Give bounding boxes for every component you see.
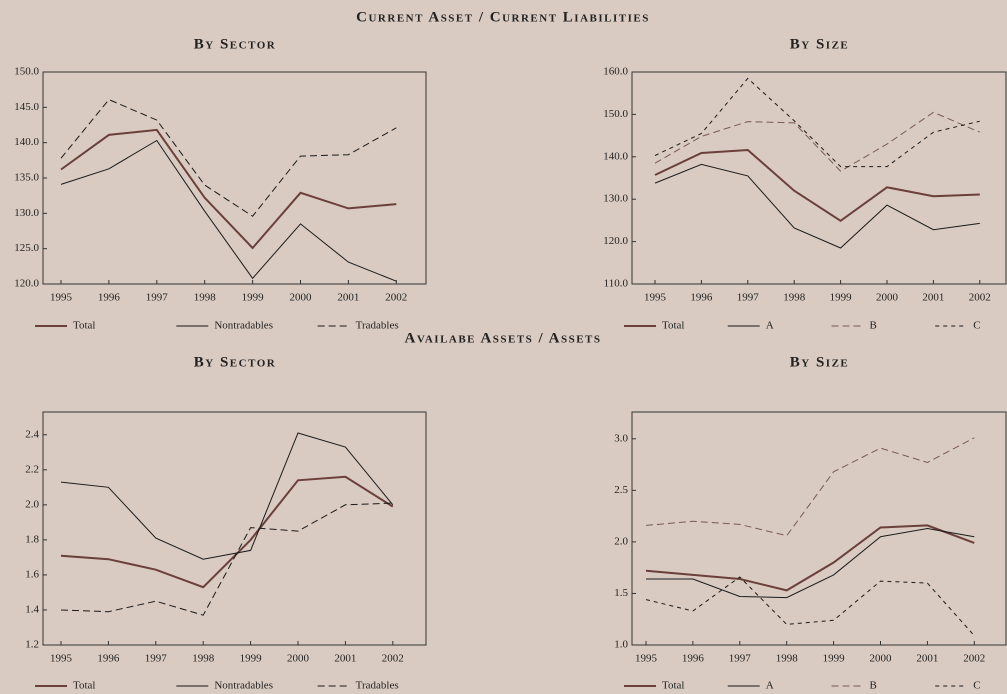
y-tick-label: 2.4 <box>25 428 39 440</box>
y-tick-label: 2.5 <box>614 484 628 496</box>
legend-label: Total <box>73 320 95 332</box>
y-tick-label: 2.2 <box>25 463 39 475</box>
plot-frame <box>631 71 1007 285</box>
x-tick-label: 2001 <box>334 653 356 665</box>
x-tick-label: 1998 <box>194 292 217 304</box>
data-line <box>654 163 980 249</box>
x-tick-label: 1996 <box>98 292 121 304</box>
data-line <box>645 576 975 637</box>
x-tick-label: 1995 <box>50 292 73 304</box>
y-tick-label: 1.4 <box>25 603 39 615</box>
x-tick-label: 1995 <box>635 653 658 665</box>
legend-label: B <box>870 320 877 332</box>
data-line <box>645 524 975 592</box>
y-tick-label: 3.0 <box>614 432 628 444</box>
legend-label: Total <box>662 320 684 332</box>
section-title: Availabe Assets / Assets <box>404 330 601 346</box>
chart-subtitle: By Size <box>790 36 850 52</box>
legend-label: Nontradables <box>214 680 273 692</box>
legend-label: A <box>766 680 774 692</box>
data-line <box>60 432 394 560</box>
data-line <box>60 475 394 589</box>
x-tick-label: 2001 <box>922 292 944 304</box>
x-tick-label: 1997 <box>729 653 752 665</box>
x-tick-label: 1997 <box>146 292 169 304</box>
x-tick-label: 1997 <box>145 653 168 665</box>
y-tick-label: 140.0 <box>14 136 39 148</box>
x-tick-label: 1996 <box>690 292 713 304</box>
x-tick-label: 2000 <box>876 292 899 304</box>
legend-label: B <box>870 680 877 692</box>
x-tick-label: 2000 <box>287 653 310 665</box>
y-tick-label: 1.8 <box>25 533 39 545</box>
legend-label: A <box>766 320 774 332</box>
x-tick-label: 2000 <box>870 653 893 665</box>
y-tick-label: 1.2 <box>25 639 39 651</box>
data-line <box>60 139 397 282</box>
x-tick-label: 2002 <box>969 292 991 304</box>
legend-label: Total <box>662 680 684 692</box>
data-line <box>645 437 975 537</box>
x-tick-label: 1996 <box>682 653 705 665</box>
plot-frame <box>42 411 427 646</box>
x-tick-label: 1995 <box>644 292 667 304</box>
y-tick-label: 2.0 <box>25 498 39 510</box>
x-tick-label: 1999 <box>823 653 846 665</box>
chart-subtitle: By Sector <box>194 354 276 370</box>
x-tick-label: 2002 <box>385 292 407 304</box>
x-tick-label: 1999 <box>242 292 265 304</box>
legend-label: Tradables <box>356 680 399 692</box>
y-tick-label: 120.0 <box>14 278 39 290</box>
data-line <box>654 148 980 223</box>
data-line <box>60 128 397 250</box>
y-tick-label: 2.0 <box>614 535 628 547</box>
y-tick-label: 125.0 <box>14 242 39 254</box>
y-tick-label: 130.0 <box>14 207 39 219</box>
legend-label: Nontradables <box>214 320 273 332</box>
x-tick-label: 1998 <box>783 292 806 304</box>
x-tick-label: 1999 <box>240 653 263 665</box>
section-title: Current Asset / Current Liabilities <box>356 9 650 25</box>
legend-label: C <box>973 680 980 692</box>
y-tick-label: 130.0 <box>603 193 628 205</box>
y-tick-label: 1.6 <box>25 568 39 580</box>
legend-label: Total <box>73 680 95 692</box>
chart-subtitle: By Size <box>790 354 850 370</box>
data-line <box>654 77 980 168</box>
x-tick-label: 1999 <box>830 292 853 304</box>
y-tick-label: 120.0 <box>603 235 628 247</box>
x-tick-label: 2001 <box>916 653 938 665</box>
y-tick-label: 135.0 <box>14 172 39 184</box>
x-tick-label: 2002 <box>963 653 985 665</box>
y-tick-label: 140.0 <box>603 150 628 162</box>
y-tick-label: 150.0 <box>603 108 628 120</box>
y-tick-label: 145.0 <box>14 101 39 113</box>
x-tick-label: 1995 <box>50 653 73 665</box>
x-tick-label: 1996 <box>97 653 120 665</box>
x-tick-label: 2000 <box>290 292 313 304</box>
data-line <box>654 111 980 172</box>
data-line <box>60 98 397 217</box>
plot-frame <box>631 411 1007 646</box>
x-tick-label: 2002 <box>382 653 404 665</box>
data-line <box>646 527 975 599</box>
x-tick-label: 1998 <box>192 653 215 665</box>
x-tick-label: 1997 <box>737 292 760 304</box>
x-tick-label: 1998 <box>776 653 799 665</box>
x-tick-label: 2001 <box>337 292 359 304</box>
legend-label: C <box>973 320 980 332</box>
chart-subtitle: By Sector <box>194 36 276 52</box>
y-tick-label: 1.0 <box>614 639 628 651</box>
legend-label: Tradables <box>356 320 399 332</box>
y-tick-label: 1.5 <box>614 587 628 599</box>
data-line <box>60 502 393 616</box>
y-tick-label: 160.0 <box>603 66 628 78</box>
y-tick-label: 150.0 <box>14 66 39 78</box>
y-tick-label: 110.0 <box>604 278 629 290</box>
